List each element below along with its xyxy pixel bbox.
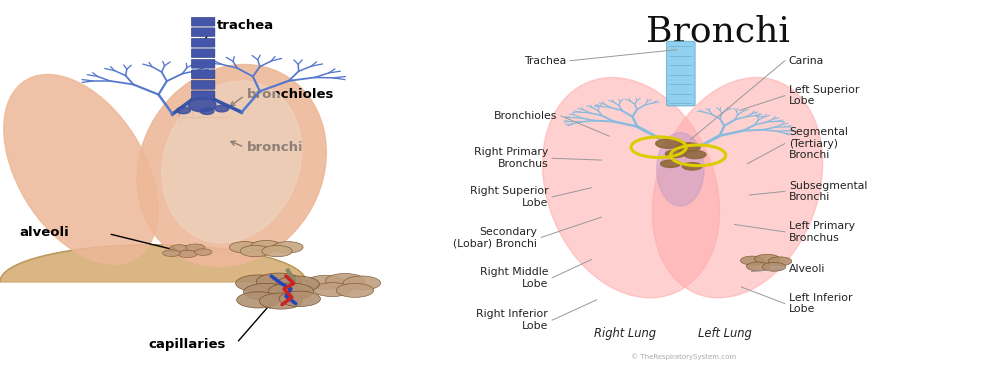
Circle shape: [262, 245, 292, 257]
Text: Trachea: Trachea: [524, 56, 566, 66]
FancyBboxPatch shape: [191, 91, 215, 100]
Circle shape: [684, 151, 706, 159]
Circle shape: [236, 275, 281, 292]
Circle shape: [170, 245, 189, 252]
Circle shape: [244, 283, 289, 300]
Circle shape: [276, 276, 319, 292]
Circle shape: [746, 262, 770, 271]
Circle shape: [656, 139, 681, 148]
Text: bronchi: bronchi: [246, 141, 303, 154]
Text: Left Primary
Bronchus: Left Primary Bronchus: [789, 221, 855, 243]
Circle shape: [241, 245, 270, 257]
Circle shape: [314, 283, 351, 297]
Circle shape: [230, 242, 259, 253]
Circle shape: [740, 256, 764, 265]
Ellipse shape: [653, 78, 822, 298]
Circle shape: [666, 150, 685, 158]
Text: Bronchi: Bronchi: [646, 15, 790, 49]
Text: Bronchioles: Bronchioles: [494, 111, 557, 121]
Ellipse shape: [215, 105, 229, 112]
Text: trachea: trachea: [217, 19, 274, 32]
FancyBboxPatch shape: [191, 59, 215, 68]
Circle shape: [163, 250, 180, 256]
FancyBboxPatch shape: [191, 70, 215, 79]
Text: Right Middle
Lobe: Right Middle Lobe: [480, 267, 548, 289]
Ellipse shape: [657, 132, 704, 206]
Text: Right Lung: Right Lung: [595, 328, 656, 340]
Circle shape: [661, 160, 680, 167]
Text: Left Lung: Left Lung: [698, 328, 751, 340]
Circle shape: [268, 283, 314, 300]
Text: Alveoli: Alveoli: [789, 263, 825, 274]
Circle shape: [676, 143, 700, 152]
Text: © TheRespiratorySystem.com: © TheRespiratorySystem.com: [631, 353, 736, 360]
Text: Segmental
(Tertiary)
Bronchi: Segmental (Tertiary) Bronchi: [789, 127, 848, 160]
Ellipse shape: [162, 81, 302, 243]
Circle shape: [259, 293, 303, 309]
FancyBboxPatch shape: [191, 17, 215, 26]
Ellipse shape: [188, 98, 216, 112]
Text: Subsegmental
Bronchi: Subsegmental Bronchi: [789, 181, 867, 202]
Circle shape: [185, 244, 205, 251]
Text: Right Primary
Bronchus: Right Primary Bronchus: [474, 148, 548, 169]
Circle shape: [336, 283, 374, 297]
FancyBboxPatch shape: [191, 28, 215, 37]
Text: alveoli: alveoli: [20, 226, 69, 240]
Ellipse shape: [137, 64, 326, 267]
Circle shape: [273, 242, 303, 253]
Circle shape: [279, 291, 320, 307]
FancyBboxPatch shape: [191, 49, 215, 58]
Circle shape: [325, 273, 365, 288]
Circle shape: [251, 240, 281, 252]
Ellipse shape: [4, 74, 158, 264]
Circle shape: [754, 254, 780, 264]
Circle shape: [768, 257, 792, 266]
Circle shape: [682, 163, 702, 170]
Circle shape: [256, 273, 302, 290]
FancyBboxPatch shape: [667, 41, 695, 106]
Circle shape: [177, 250, 197, 258]
Circle shape: [237, 292, 280, 308]
Circle shape: [762, 262, 786, 271]
FancyBboxPatch shape: [191, 38, 215, 47]
Text: Left Superior
Lobe: Left Superior Lobe: [789, 85, 859, 106]
Text: Secondary
(Lobar) Bronchi: Secondary (Lobar) Bronchi: [454, 227, 537, 248]
Ellipse shape: [542, 78, 720, 298]
FancyBboxPatch shape: [191, 80, 215, 89]
Text: bronchioles: bronchioles: [246, 88, 334, 102]
Text: Left Inferior
Lobe: Left Inferior Lobe: [789, 293, 852, 314]
Circle shape: [343, 276, 381, 290]
Text: Right Superior
Lobe: Right Superior Lobe: [469, 186, 548, 208]
Ellipse shape: [200, 108, 214, 114]
Text: Carina: Carina: [789, 56, 824, 66]
Text: capillaries: capillaries: [148, 337, 225, 351]
Text: Right Inferior
Lobe: Right Inferior Lobe: [476, 309, 548, 331]
Circle shape: [307, 275, 344, 289]
Circle shape: [194, 249, 212, 255]
Ellipse shape: [176, 107, 190, 114]
